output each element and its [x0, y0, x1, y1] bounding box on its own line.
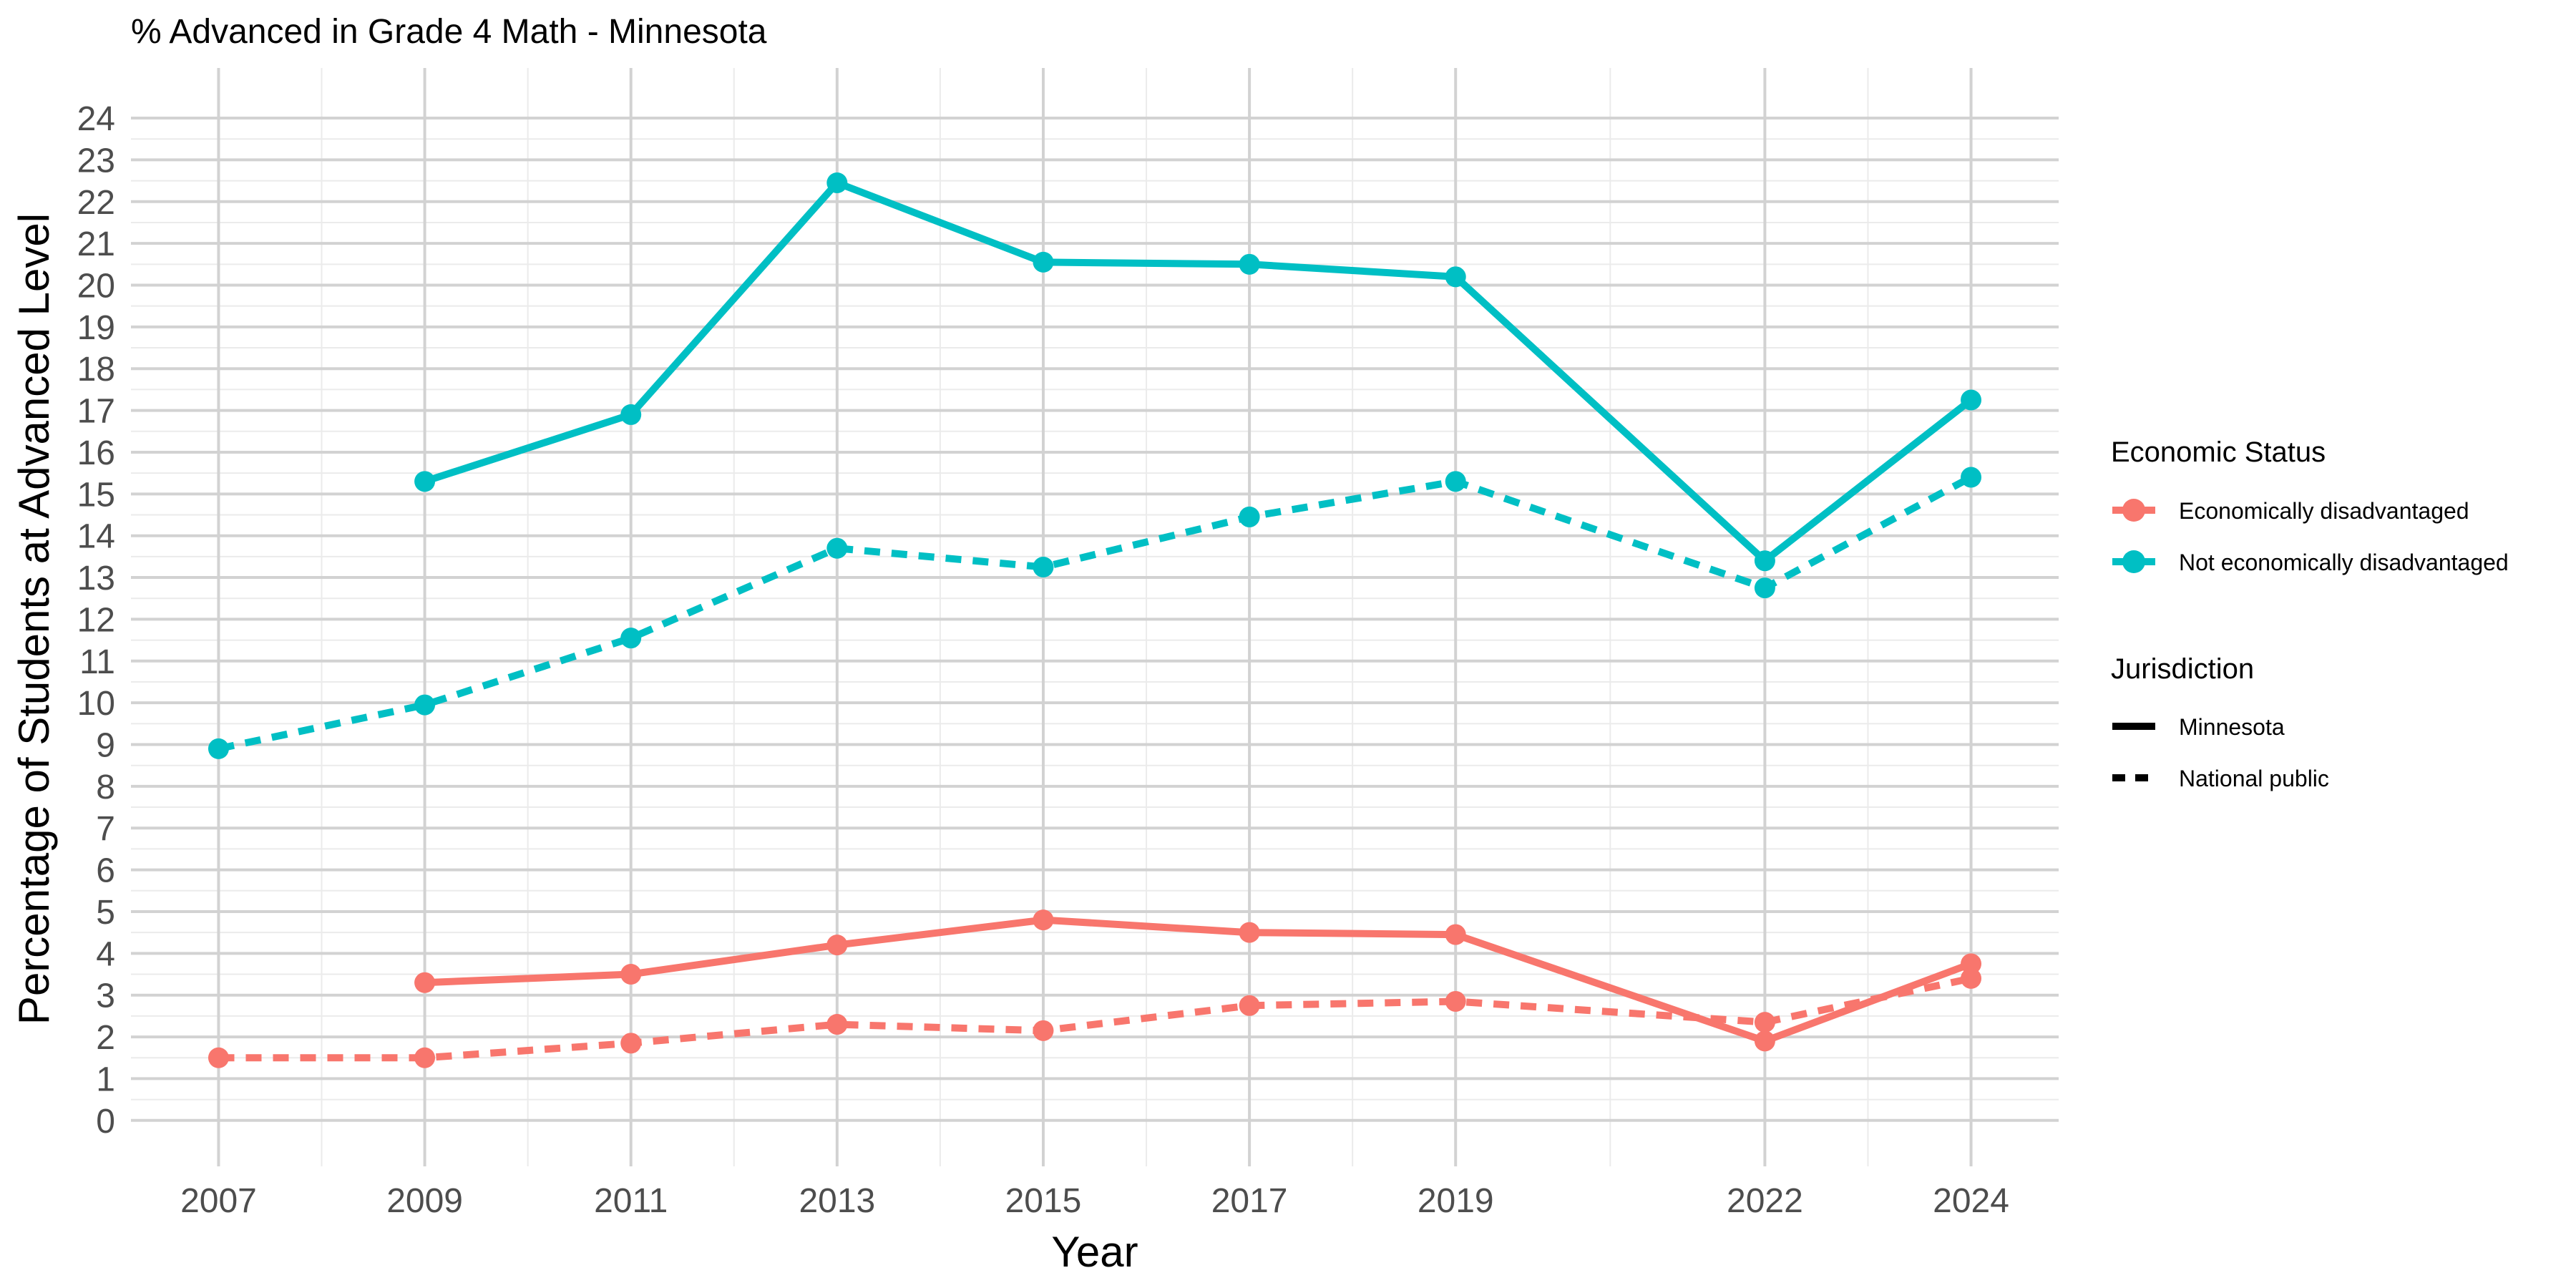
y-tick-label: 7 [96, 810, 115, 848]
y-tick-label: 13 [77, 560, 115, 597]
legend-item-economically-disadvantaged: Economically disadvantaged [2112, 498, 2469, 524]
data-point-economically-disadvantaged-minnesota [414, 972, 436, 993]
chart-title: % Advanced in Grade 4 Math - Minnesota [131, 13, 767, 51]
y-tick-label: 16 [77, 434, 115, 472]
y-tick-label: 0 [96, 1103, 115, 1141]
x-axis-ticks: 2007 2009 2011 2013 2015 2017 2019 2022 2024 [180, 1182, 2009, 1220]
series-points [208, 172, 1982, 1068]
data-point-economically-disadvantaged-minnesota [620, 964, 642, 985]
y-tick-label: 14 [77, 518, 115, 556]
y-tick-label: 21 [77, 225, 115, 263]
data-point-not-economically-disadvantaged-national-public [1754, 577, 1775, 599]
legend-item-minnesota: Minnesota [2112, 714, 2285, 740]
y-tick-label: 17 [77, 393, 115, 431]
data-point-not-economically-disadvantaged-minnesota [1239, 253, 1260, 275]
y-tick-label: 3 [96, 977, 115, 1015]
y-tick-label: 23 [77, 142, 115, 180]
y-tick-label: 4 [96, 935, 115, 973]
y-axis-title: Percentage of Students at Advanced Level [10, 213, 58, 1025]
data-point-not-economically-disadvantaged-minnesota [826, 172, 848, 194]
y-tick-label: 18 [77, 351, 115, 389]
data-point-economically-disadvantaged-minnesota [826, 935, 848, 956]
legend-label: Not economically disadvantaged [2179, 550, 2509, 575]
data-point-economically-disadvantaged-minnesota [1754, 1030, 1775, 1052]
data-point-not-economically-disadvantaged-national-public [1239, 506, 1260, 527]
data-point-not-economically-disadvantaged-national-public [1961, 467, 1982, 488]
x-tick-label: 2013 [799, 1182, 875, 1220]
data-point-not-economically-disadvantaged-minnesota [1961, 389, 1982, 411]
y-tick-label: 8 [96, 769, 115, 806]
legend-item-national-public: National public [2112, 766, 2329, 791]
y-tick-label: 24 [77, 100, 115, 138]
data-point-not-economically-disadvantaged-national-public [620, 628, 642, 649]
y-tick-label: 19 [77, 309, 115, 347]
x-tick-label: 2009 [386, 1182, 463, 1220]
x-axis-title: Year [1051, 1228, 1138, 1276]
data-point-not-economically-disadvantaged-minnesota [1033, 251, 1054, 273]
x-tick-label: 2007 [180, 1182, 257, 1220]
data-point-economically-disadvantaged-national-public [1754, 1012, 1775, 1033]
series-line-not-economically-disadvantaged-national-public [218, 474, 1973, 753]
y-tick-label: 12 [77, 601, 115, 639]
x-tick-label: 2019 [1418, 1182, 1494, 1220]
x-tick-label: 2015 [1005, 1182, 1082, 1220]
series-line-economically-disadvantaged-minnesota [424, 916, 1973, 1045]
x-tick-label: 2011 [594, 1182, 668, 1220]
data-point-economically-disadvantaged-national-public [414, 1047, 436, 1068]
y-tick-label: 15 [77, 476, 115, 514]
data-point-not-economically-disadvantaged-national-public [1445, 471, 1466, 492]
y-tick-label: 22 [77, 184, 115, 222]
y-tick-label: 5 [96, 894, 115, 932]
legend-label: Minnesota [2179, 714, 2285, 740]
x-tick-label: 2022 [1727, 1182, 1803, 1220]
legend-label: National public [2179, 766, 2329, 791]
data-point-economically-disadvantaged-national-public [1239, 995, 1260, 1016]
data-point-not-economically-disadvantaged-national-public [1033, 556, 1054, 577]
data-point-not-economically-disadvantaged-minnesota [1445, 266, 1466, 288]
y-tick-label: 1 [96, 1060, 115, 1098]
x-tick-label: 2017 [1211, 1182, 1288, 1220]
y-tick-label: 6 [96, 852, 115, 890]
y-tick-label: 2 [96, 1019, 115, 1057]
legend-title-economic-status: Economic Status [2111, 436, 2326, 468]
data-point-not-economically-disadvantaged-minnesota [1754, 550, 1775, 572]
data-point-economically-disadvantaged-minnesota [1445, 924, 1466, 945]
data-point-economically-disadvantaged-national-public [1033, 1020, 1054, 1041]
data-point-not-economically-disadvantaged-national-public [826, 537, 848, 559]
y-tick-label: 10 [77, 685, 115, 723]
legend-title-jurisdiction: Jurisdiction [2111, 653, 2254, 685]
data-point-economically-disadvantaged-national-public [208, 1047, 229, 1068]
legend-key-point [2122, 550, 2145, 573]
legend-key-point [2122, 499, 2145, 522]
data-point-not-economically-disadvantaged-minnesota [620, 404, 642, 425]
y-tick-label: 11 [79, 643, 115, 681]
data-point-economically-disadvantaged-minnesota [1961, 953, 1982, 975]
data-point-economically-disadvantaged-minnesota [1239, 922, 1260, 943]
legend-label: Economically disadvantaged [2179, 498, 2469, 524]
data-point-economically-disadvantaged-minnesota [1033, 909, 1054, 931]
data-point-economically-disadvantaged-national-public [1445, 990, 1466, 1012]
legend-item-not-economically-disadvantaged: Not economically disadvantaged [2112, 550, 2509, 575]
legend: Economic Status Economically disadvantag… [2111, 436, 2509, 791]
series-line-not-economically-disadvantaged-minnesota [424, 179, 1974, 565]
y-tick-label: 20 [77, 267, 115, 305]
data-point-not-economically-disadvantaged-minnesota [414, 471, 436, 492]
y-tick-label: 9 [96, 727, 115, 765]
data-point-economically-disadvantaged-national-public [826, 1014, 848, 1035]
data-point-not-economically-disadvantaged-national-public [208, 738, 229, 759]
x-tick-label: 2024 [1933, 1182, 2009, 1220]
data-point-not-economically-disadvantaged-national-public [414, 694, 436, 716]
data-point-economically-disadvantaged-national-public [620, 1033, 642, 1054]
data-point-economically-disadvantaged-national-public [1961, 967, 1982, 989]
